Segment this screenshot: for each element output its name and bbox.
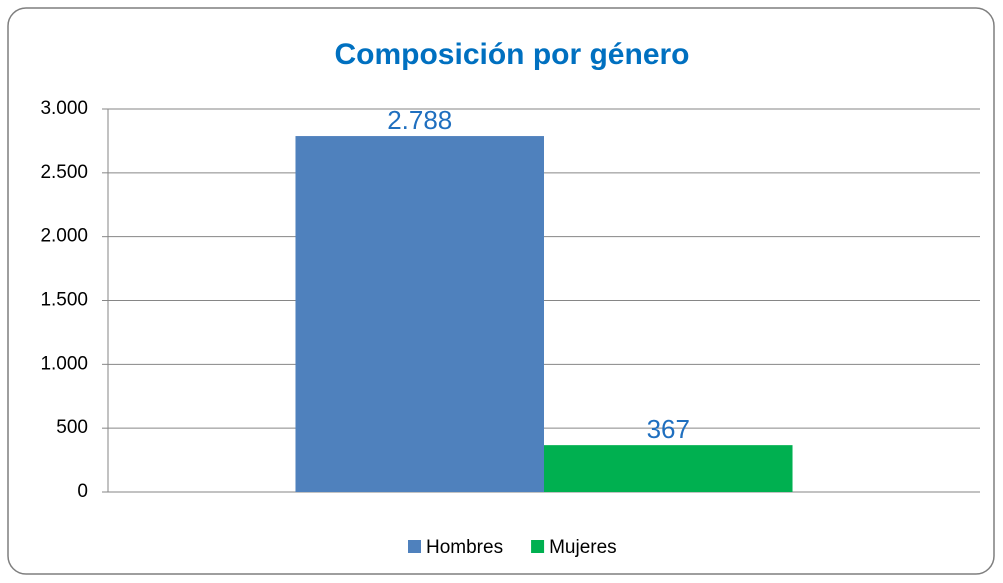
y-tick-label: 1.000 <box>40 353 88 374</box>
legend-swatch <box>408 540 421 553</box>
y-tick-label: 2.500 <box>40 162 88 183</box>
bar <box>544 445 793 492</box>
y-tick-label: 3.000 <box>40 98 88 119</box>
legend-label: Mujeres <box>549 537 617 558</box>
y-tick-label: 1.500 <box>40 290 88 311</box>
chart-title: Composición por género <box>334 38 689 71</box>
y-tick-label: 500 <box>56 417 88 438</box>
bar <box>295 136 544 492</box>
data-label: 2.788 <box>387 105 452 135</box>
legend-label: Hombres <box>426 537 503 558</box>
y-tick-label: 2.000 <box>40 226 88 247</box>
y-tick-label: 0 <box>77 481 88 502</box>
data-label: 367 <box>647 414 690 444</box>
legend-swatch <box>531 540 545 553</box>
